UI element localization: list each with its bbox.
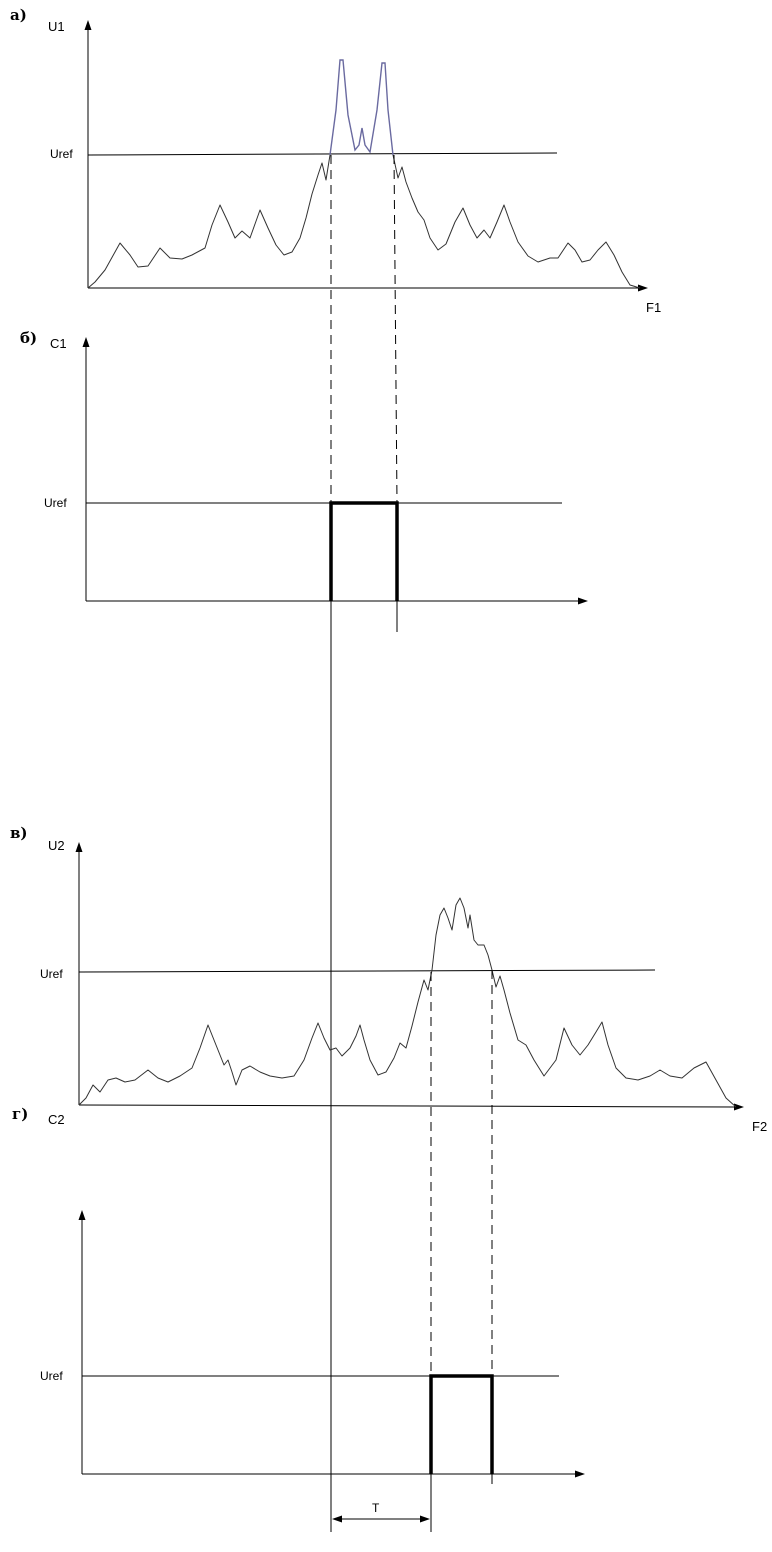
panel-a-y-label: U1 <box>48 19 65 34</box>
panel-d-letter: г) <box>12 1105 28 1123</box>
panel-b-pulse <box>329 501 399 601</box>
panel-a-letter: а) <box>10 6 27 24</box>
panel-c-signal <box>78 897 737 1108</box>
panel-c-threshold-line <box>78 969 656 973</box>
panel-a-x-label: F1 <box>646 300 661 315</box>
panel-b-letter: б) <box>20 329 37 347</box>
panel-d-y-arrow <box>78 1210 86 1220</box>
panel-c: в) U2 F2 Uref <box>10 824 767 1134</box>
panel-a: а) U1 F1 Uref <box>10 6 661 315</box>
delay-interval: T <box>332 1501 430 1523</box>
panel-d-y-label: C2 <box>48 1112 65 1127</box>
panel-a-signal-peak <box>329 59 394 156</box>
panel-d: г) C2 Uref <box>12 1105 585 1532</box>
panel-c-x-arrow <box>734 1103 744 1111</box>
panel-b-x-arrow <box>578 597 588 605</box>
panel-c-x-label: F2 <box>752 1119 767 1134</box>
panel-b-ref-label: Uref <box>44 496 67 510</box>
delay-arrow-left <box>332 1515 342 1523</box>
panel-d-x-arrow <box>575 1470 585 1478</box>
delay-label: T <box>372 1501 380 1515</box>
panel-b: б) C1 Uref <box>20 329 588 632</box>
panel-c-ref-label: Uref <box>40 967 63 981</box>
panel-a-ref-label: Uref <box>50 147 73 161</box>
panel-c-y-label: U2 <box>48 838 65 853</box>
panel-d-pulse <box>429 1374 494 1474</box>
panel-a-y-arrow <box>84 20 92 30</box>
delay-arrow-right <box>420 1515 430 1523</box>
panel-a-signal-left <box>87 154 331 289</box>
panel-c-letter: в) <box>10 824 28 842</box>
panel-d-ref-label: Uref <box>40 1369 63 1383</box>
panel-b-y-arrow <box>82 337 90 347</box>
panel-a-threshold-line <box>87 152 558 156</box>
panel-b-y-label: C1 <box>50 336 67 351</box>
panel-c-x-axis <box>78 1104 737 1108</box>
panel-a-x-arrow <box>638 284 648 292</box>
projection-end-a-to-b <box>393 154 398 504</box>
panel-c-y-arrow <box>75 842 83 852</box>
panel-a-signal-right <box>392 154 641 289</box>
